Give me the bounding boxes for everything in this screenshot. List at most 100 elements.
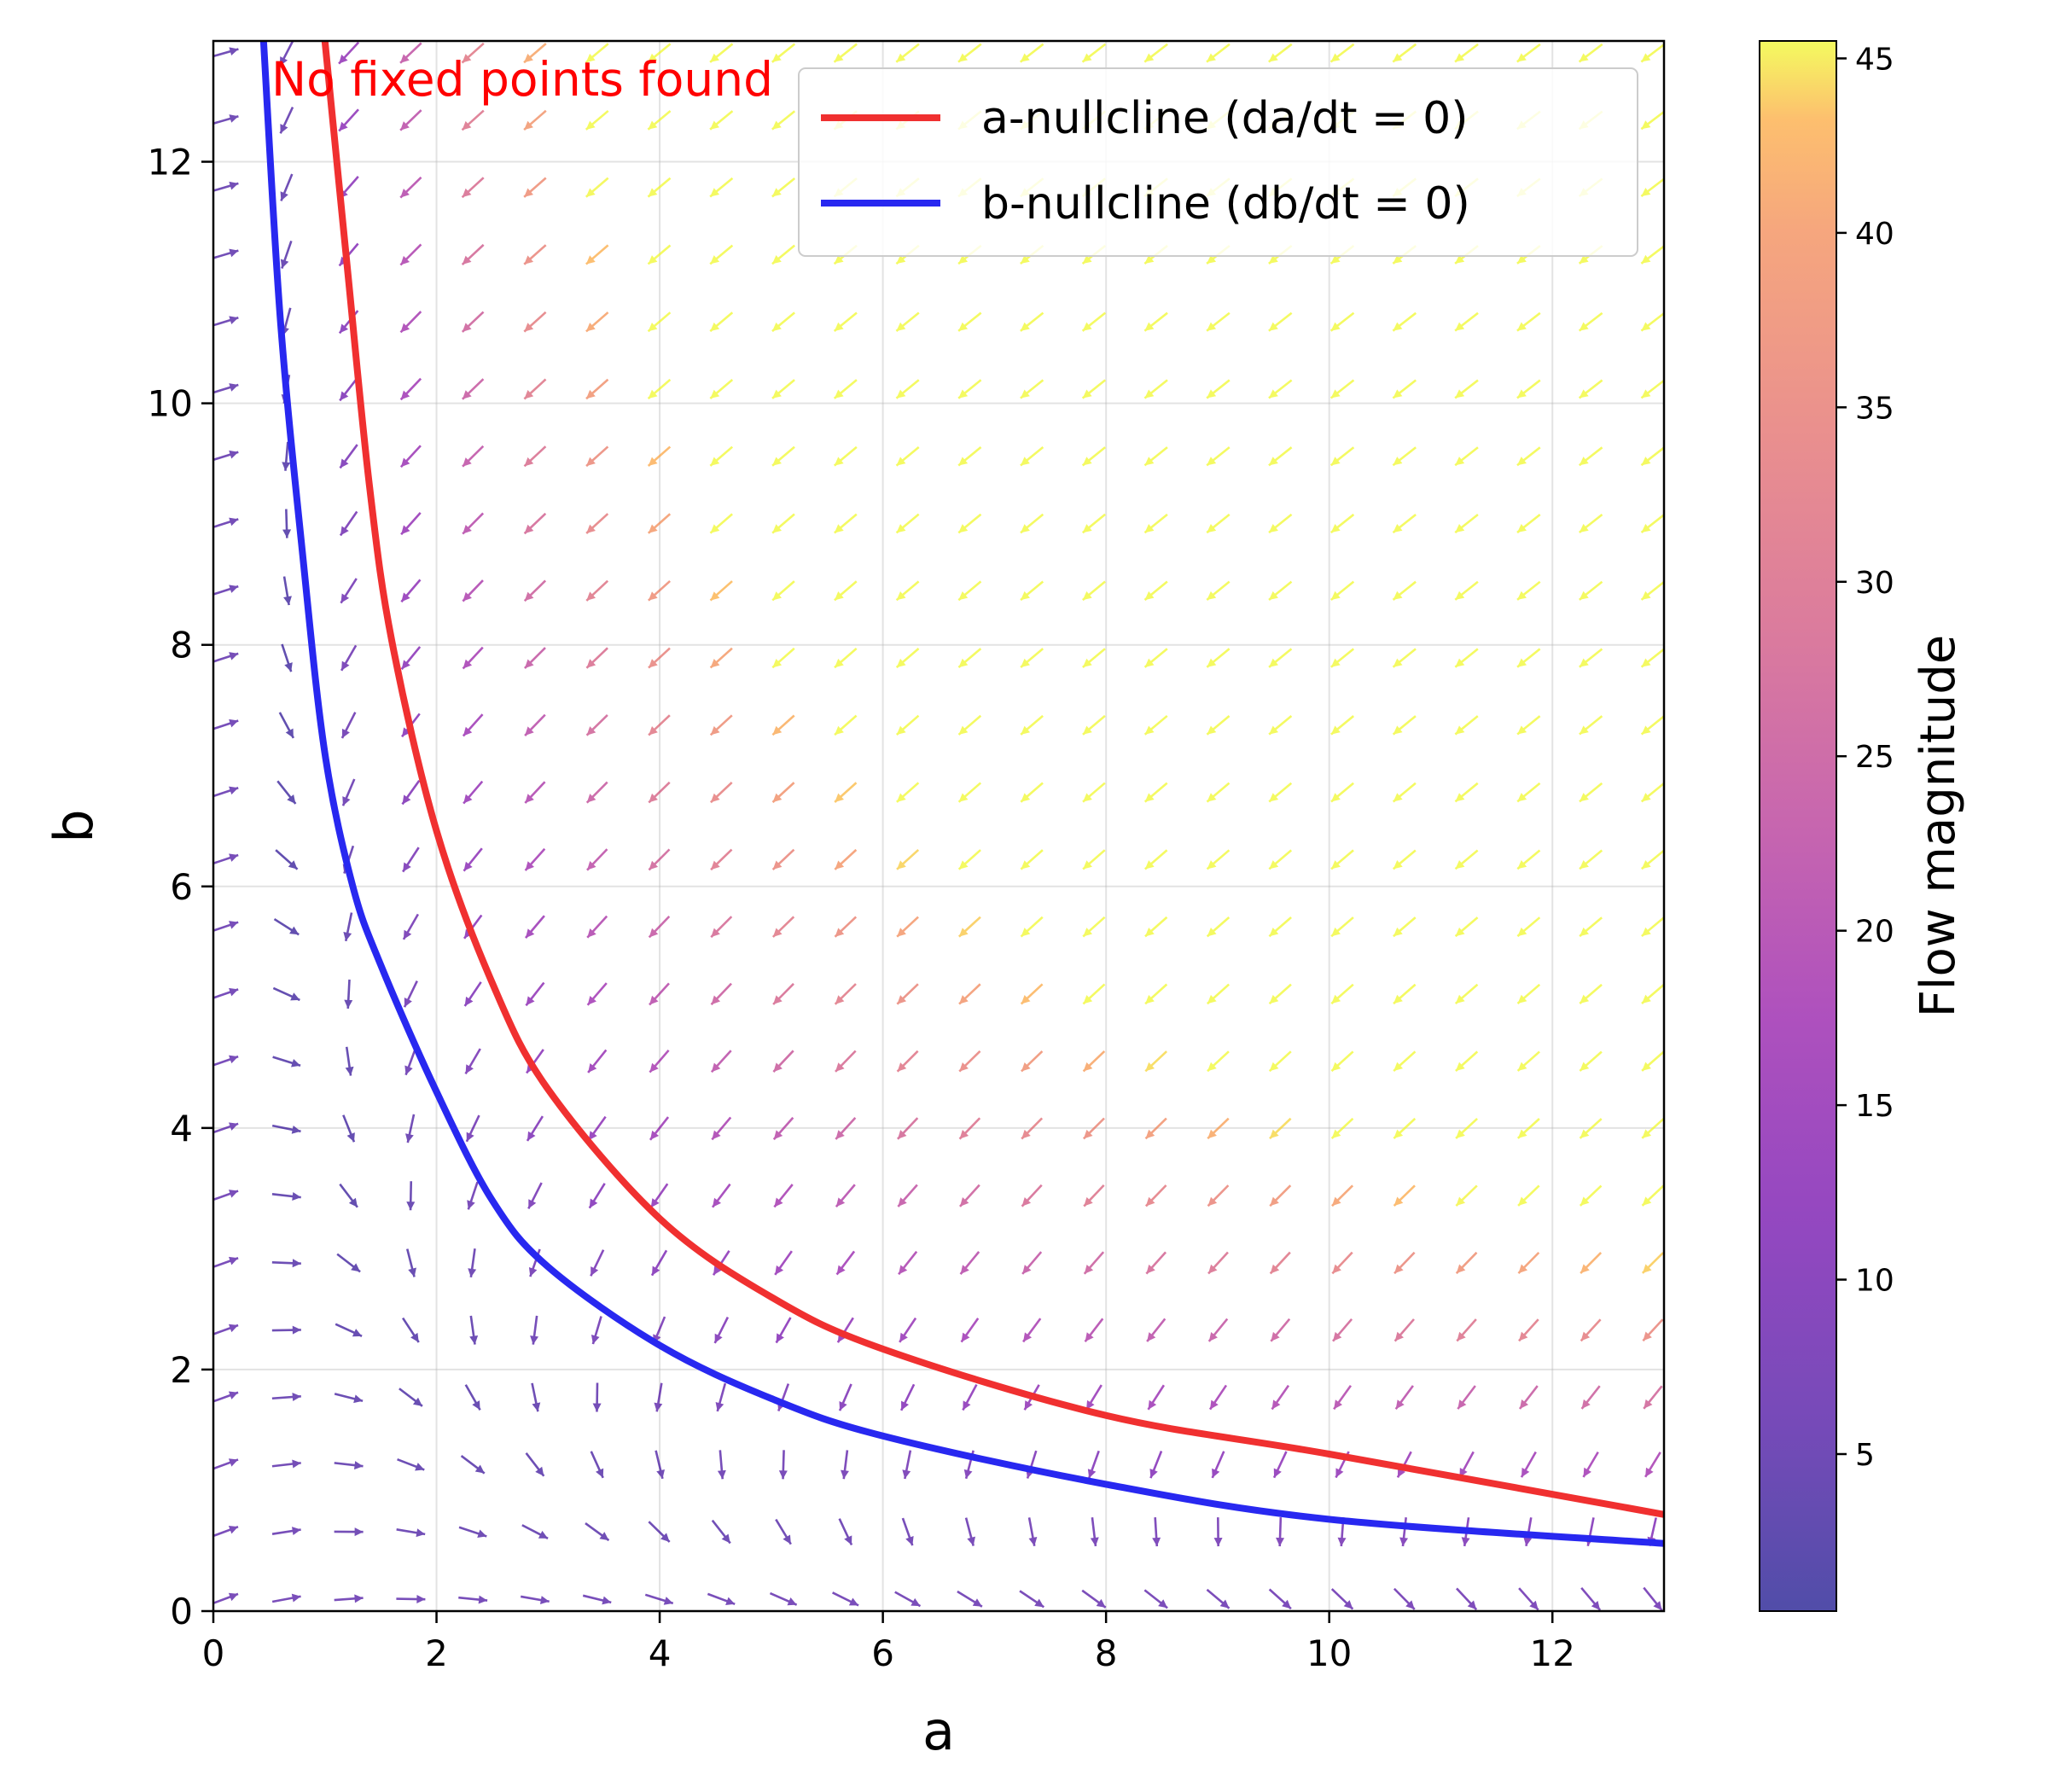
flow-arrow bbox=[1082, 714, 1106, 736]
no-fixed-points-annotation: No fixed points found bbox=[271, 52, 773, 107]
flow-arrow bbox=[833, 379, 858, 399]
flow-arrow bbox=[1392, 580, 1417, 601]
flow-arrow bbox=[1393, 916, 1417, 938]
flow-arrow bbox=[523, 109, 547, 131]
flow-arrow bbox=[1276, 1517, 1285, 1547]
flow-arrow bbox=[1143, 648, 1168, 668]
flow-arrow bbox=[647, 177, 672, 198]
y-tick-label: 4 bbox=[170, 1108, 193, 1149]
flow-arrow bbox=[1640, 648, 1664, 668]
flow-arrow bbox=[647, 378, 672, 400]
flow-arrow bbox=[1640, 580, 1664, 601]
flow-arrow bbox=[960, 1318, 980, 1343]
flow-arrow bbox=[1082, 1050, 1106, 1073]
flow-arrow bbox=[1144, 849, 1168, 870]
flow-arrow bbox=[585, 177, 609, 198]
flow-arrow bbox=[1021, 1184, 1043, 1207]
flow-arrow bbox=[1329, 513, 1355, 534]
flow-arrow bbox=[399, 109, 422, 131]
flow-arrow bbox=[1516, 983, 1541, 1005]
colorbar-tick-label: 45 bbox=[1855, 42, 1894, 77]
flow-arrow bbox=[582, 1594, 612, 1605]
flow-arrow bbox=[213, 316, 239, 327]
flow-arrow bbox=[524, 847, 546, 871]
flow-arrow bbox=[1208, 1384, 1228, 1411]
flow-arrow bbox=[1578, 379, 1603, 399]
flow-arrow bbox=[1082, 849, 1106, 870]
flow-arrow bbox=[1330, 983, 1354, 1005]
flow-arrow bbox=[1640, 43, 1664, 63]
flow-arrow bbox=[344, 979, 353, 1009]
flow-arrow bbox=[772, 982, 794, 1005]
flow-arrow bbox=[1090, 1517, 1099, 1547]
flow-arrow bbox=[1579, 782, 1603, 803]
flow-arrow bbox=[648, 848, 671, 871]
flow-arrow bbox=[213, 1122, 239, 1134]
flow-arrow bbox=[1081, 580, 1106, 602]
flow-arrow bbox=[525, 981, 545, 1007]
flow-arrow bbox=[468, 1248, 477, 1278]
flow-arrow bbox=[1454, 782, 1479, 803]
flow-arrow bbox=[279, 106, 294, 134]
flow-arrow bbox=[772, 1116, 794, 1141]
flow-arrow bbox=[1641, 983, 1664, 1004]
flow-arrow bbox=[406, 1181, 416, 1211]
flow-arrow bbox=[895, 513, 920, 534]
flow-arrow bbox=[1330, 782, 1354, 803]
colorbar-tick-label: 25 bbox=[1855, 740, 1894, 775]
flow-arrow bbox=[523, 43, 547, 64]
flow-arrow bbox=[590, 1451, 604, 1479]
flow-arrow bbox=[397, 1457, 425, 1471]
flow-arrow bbox=[649, 982, 670, 1006]
flow-arrow bbox=[959, 1251, 980, 1275]
flow-arrow bbox=[771, 513, 795, 534]
flow-arrow bbox=[710, 982, 732, 1006]
flow-arrow bbox=[404, 1047, 417, 1076]
legend-box bbox=[798, 67, 1638, 257]
flow-arrow bbox=[271, 1124, 301, 1134]
x-tick-label: 4 bbox=[649, 1632, 672, 1674]
flow-arrow bbox=[897, 1184, 918, 1207]
flow-arrow bbox=[1206, 648, 1231, 668]
flow-arrow bbox=[585, 378, 609, 400]
flow-arrow bbox=[334, 1527, 364, 1537]
flow-arrow bbox=[1399, 1517, 1409, 1547]
flow-arrow bbox=[399, 311, 422, 334]
colorbar-tick-label: 35 bbox=[1855, 391, 1894, 426]
flow-arrow bbox=[895, 379, 920, 399]
flow-arrow bbox=[1640, 849, 1664, 870]
flow-arrow bbox=[901, 1517, 914, 1546]
flow-arrow bbox=[1644, 1452, 1661, 1478]
flow-arrow bbox=[895, 714, 920, 736]
flow-arrow bbox=[339, 510, 358, 537]
flow-arrow bbox=[899, 1317, 917, 1343]
flow-arrow bbox=[585, 579, 609, 602]
flow-arrow bbox=[1143, 714, 1168, 736]
flow-arrow bbox=[1579, 580, 1603, 601]
flow-arrow bbox=[1147, 1384, 1166, 1411]
flow-arrow bbox=[1020, 311, 1044, 332]
flow-arrow bbox=[1640, 446, 1664, 467]
flow-arrow bbox=[462, 512, 485, 535]
flow-arrow bbox=[958, 1050, 981, 1073]
flow-arrow bbox=[464, 1048, 481, 1075]
flow-arrow bbox=[1206, 714, 1231, 736]
flow-arrow bbox=[1144, 916, 1168, 938]
vector-field bbox=[213, 41, 1664, 1611]
flow-arrow bbox=[213, 1256, 239, 1269]
flow-arrow bbox=[1268, 983, 1292, 1005]
flow-arrow bbox=[585, 781, 608, 804]
flow-arrow bbox=[895, 445, 920, 467]
flow-arrow bbox=[1456, 1318, 1477, 1342]
flow-arrow bbox=[586, 915, 608, 939]
flow-arrow bbox=[523, 177, 547, 198]
flow-arrow bbox=[1268, 513, 1293, 534]
flow-arrow bbox=[707, 1592, 736, 1606]
flow-arrow bbox=[271, 1259, 301, 1268]
flow-arrow bbox=[1454, 916, 1479, 938]
flow-arrow bbox=[1144, 1184, 1167, 1207]
y-tick-label: 6 bbox=[170, 866, 193, 908]
flow-arrow bbox=[709, 647, 733, 669]
flow-arrow bbox=[399, 377, 422, 401]
